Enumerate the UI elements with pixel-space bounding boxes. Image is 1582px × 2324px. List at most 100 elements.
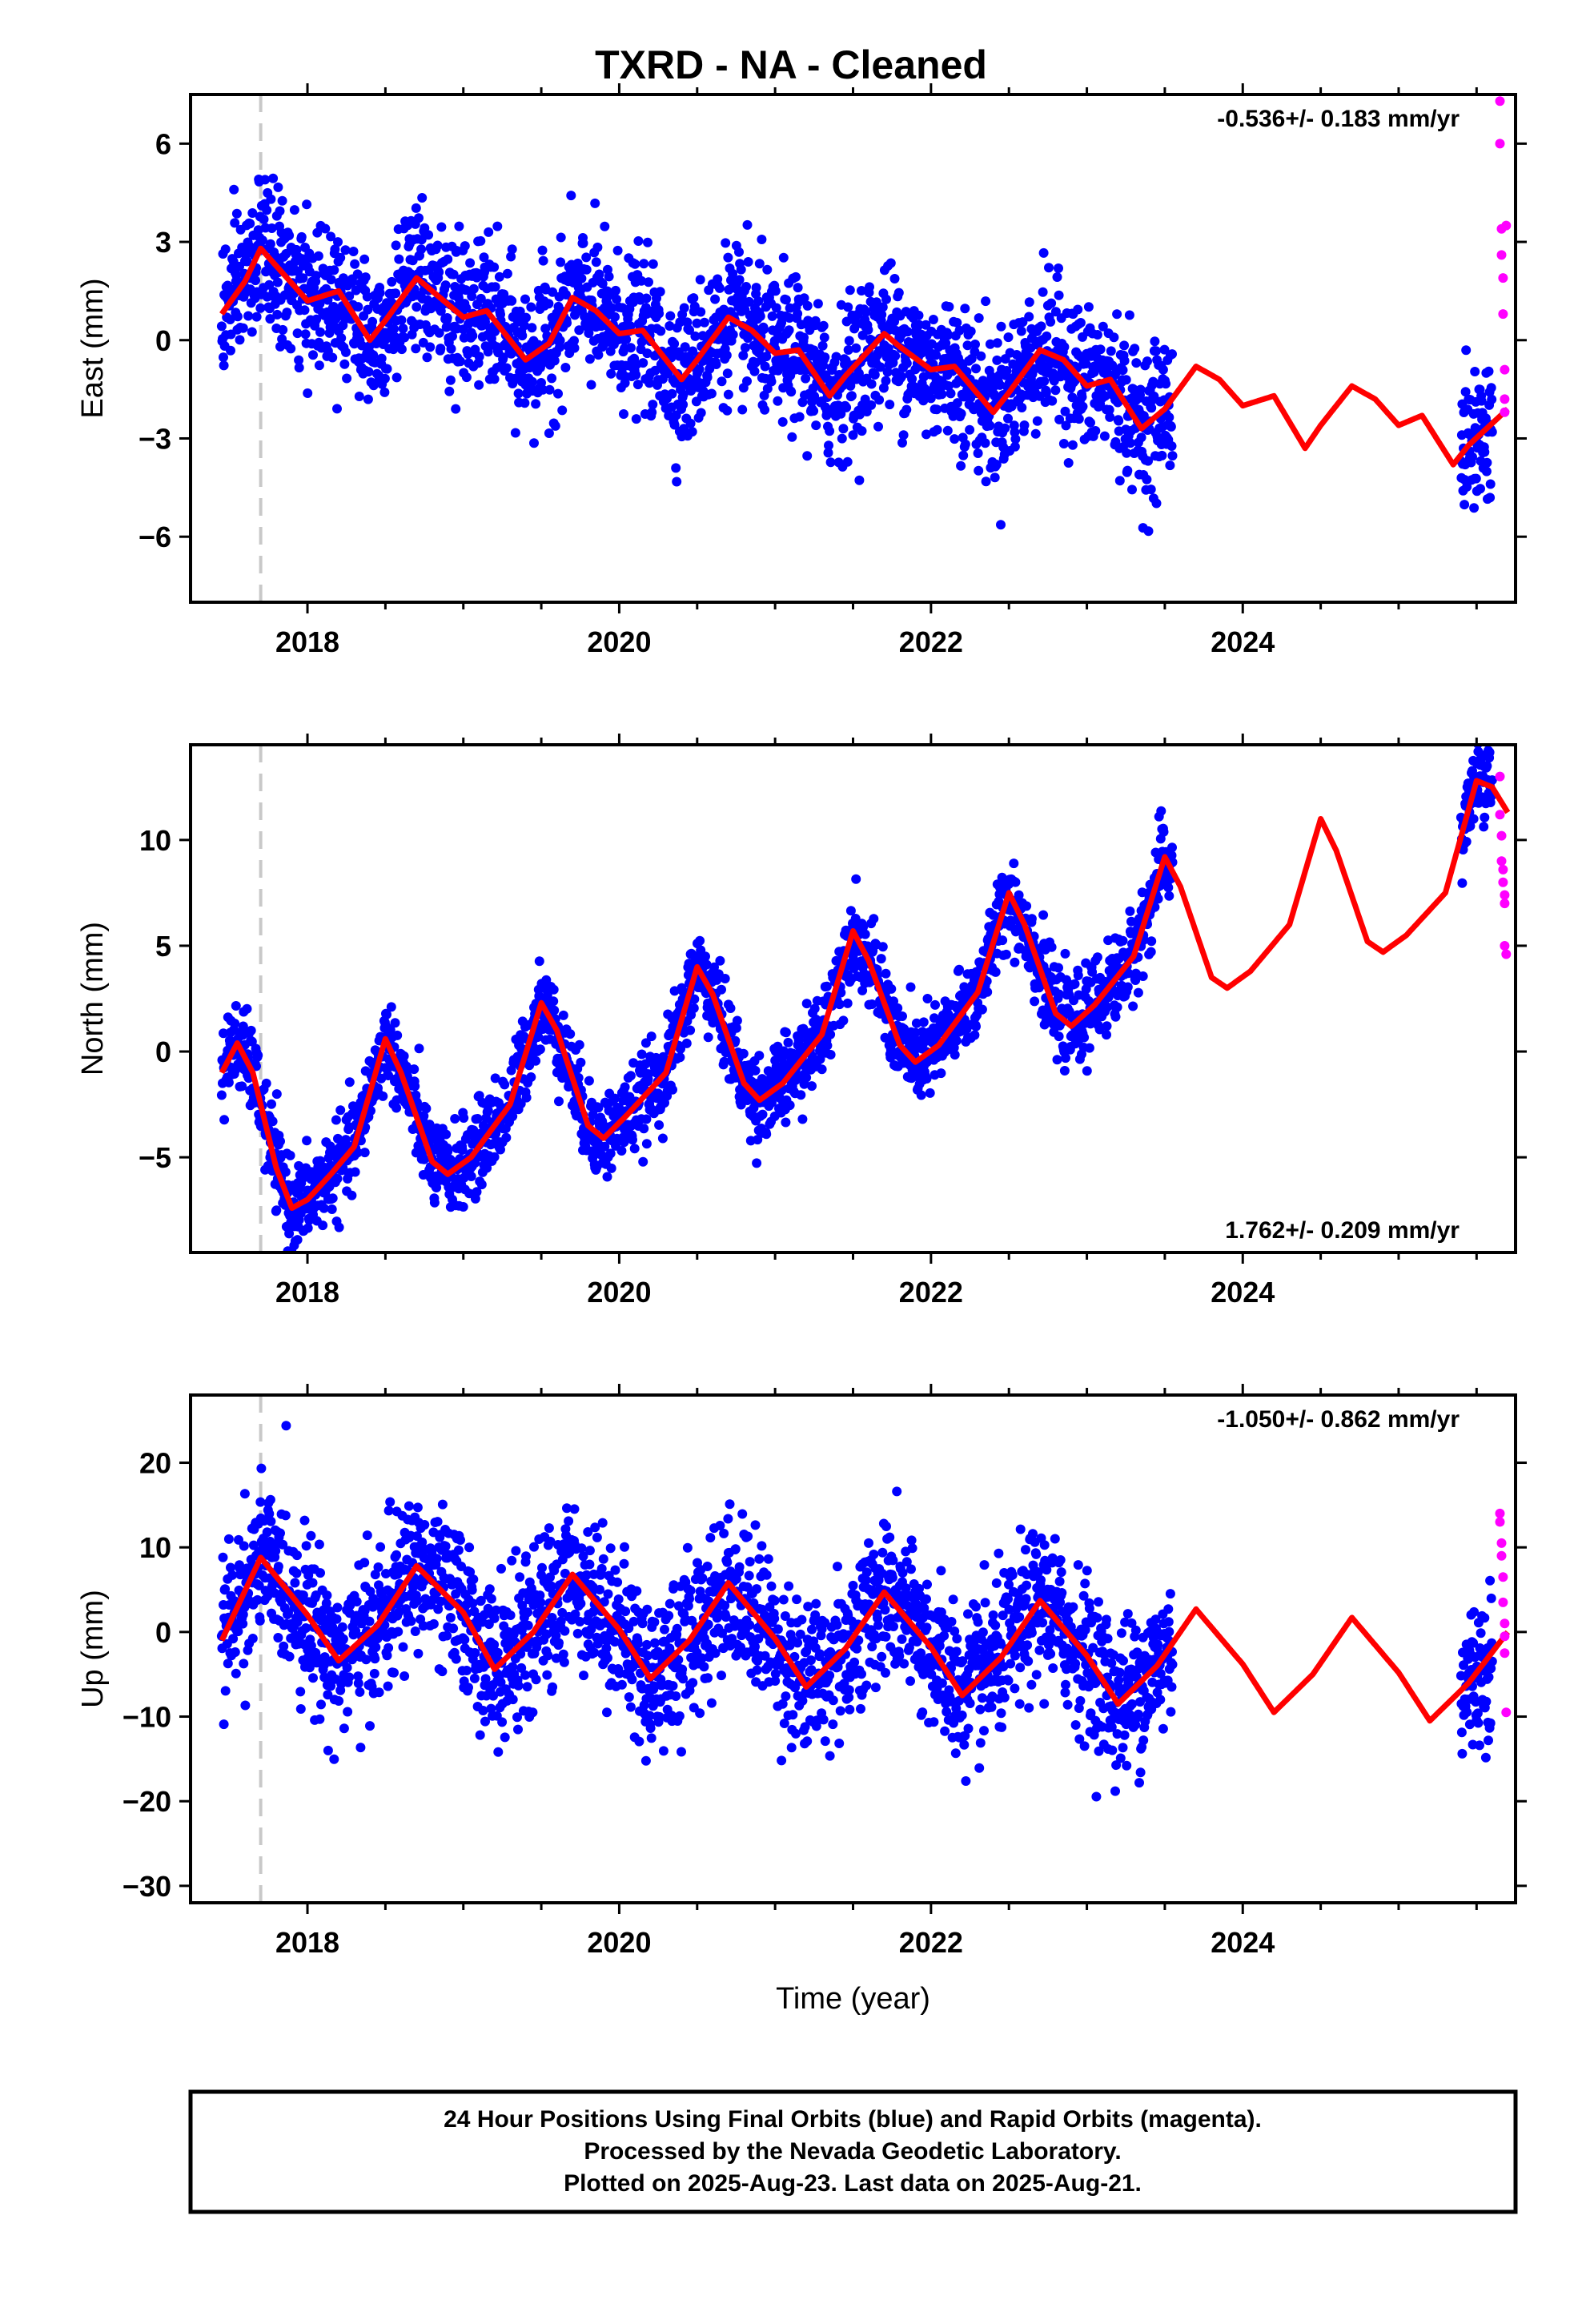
final-orbit-point — [796, 1090, 806, 1100]
final-orbit-point — [265, 314, 275, 324]
rapid-orbit-point — [1495, 810, 1505, 820]
final-orbit-point — [974, 465, 984, 476]
final-orbit-point — [470, 344, 480, 355]
final-orbit-point — [781, 1027, 791, 1038]
rapid-orbits-series — [1495, 771, 1512, 959]
final-orbit-point — [651, 1052, 661, 1063]
final-orbit-point — [219, 1719, 229, 1730]
final-orbit-point — [981, 296, 991, 307]
final-orbit-point — [394, 254, 404, 264]
final-orbit-point — [1102, 1030, 1111, 1040]
final-orbit-point — [954, 964, 964, 975]
final-orbit-point — [246, 1025, 256, 1035]
final-orbit-point — [761, 352, 772, 362]
final-orbit-point — [252, 1594, 263, 1605]
final-orbit-point — [858, 922, 869, 932]
final-orbit-point — [410, 1081, 420, 1092]
final-orbit-point — [553, 388, 563, 399]
final-orbit-point — [1059, 342, 1070, 352]
final-orbit-point — [411, 1090, 421, 1100]
rapid-orbit-point — [1496, 856, 1507, 866]
final-orbit-point — [521, 312, 531, 323]
final-orbit-point — [831, 352, 841, 362]
final-orbit-point — [233, 1626, 243, 1637]
final-orbit-point — [1067, 392, 1078, 403]
final-orbit-point — [821, 981, 832, 991]
final-orbit-point — [901, 404, 912, 415]
final-orbit-point — [574, 1039, 584, 1050]
final-orbit-point — [1000, 423, 1010, 433]
final-orbit-point — [901, 358, 912, 368]
final-orbit-point — [547, 373, 557, 384]
final-orbit-point — [472, 1114, 483, 1124]
final-orbit-point — [669, 339, 680, 349]
final-orbit-point — [391, 288, 401, 299]
rapid-orbit-point — [1500, 407, 1510, 417]
final-orbit-point — [584, 328, 594, 338]
final-orbit-point — [448, 331, 457, 341]
final-orbit-point — [436, 344, 446, 354]
final-orbit-point — [1122, 448, 1132, 458]
final-orbit-point — [396, 344, 407, 355]
final-orbit-point — [785, 1100, 795, 1111]
final-orbit-point — [699, 317, 709, 328]
final-orbit-point — [489, 1152, 500, 1162]
final-orbit-point — [703, 1032, 713, 1043]
final-orbit-point — [590, 198, 600, 208]
final-orbit-point — [472, 1187, 482, 1197]
final-orbit-point — [825, 426, 835, 436]
final-orbit-point — [941, 338, 951, 348]
final-orbit-point — [376, 353, 387, 364]
final-orbit-point — [715, 955, 725, 966]
final-orbit-point — [916, 1090, 926, 1100]
final-orbit-point — [641, 1114, 652, 1124]
final-orbit-point — [1054, 414, 1065, 424]
final-orbit-point — [238, 323, 248, 333]
final-orbit-point — [728, 268, 738, 279]
final-orbit-point — [555, 336, 565, 346]
final-orbit-point — [291, 245, 302, 255]
final-orbit-point — [625, 343, 636, 353]
final-orbit-point — [845, 285, 855, 296]
final-orbit-point — [319, 1203, 329, 1213]
final-orbit-point — [352, 269, 363, 279]
final-orbit-point — [391, 240, 401, 251]
final-orbit-point — [732, 1015, 742, 1026]
final-orbit-point — [294, 363, 304, 373]
model-fit-line — [219, 778, 1511, 1211]
final-orbit-point — [910, 1027, 921, 1038]
final-orbit-point — [594, 269, 604, 279]
final-orbit-point — [877, 310, 887, 320]
final-orbit-point — [813, 299, 823, 309]
rapid-orbit-point — [1501, 220, 1512, 231]
final-orbit-point — [350, 259, 360, 269]
final-orbit-point — [762, 264, 773, 275]
final-orbit-point — [636, 1049, 647, 1059]
final-orbit-point — [992, 355, 1002, 365]
final-orbit-point — [946, 388, 956, 399]
final-orbit-point — [1058, 439, 1069, 448]
final-orbit-point — [443, 254, 453, 264]
rapid-orbit-point — [1495, 96, 1505, 107]
final-orbit-point — [1073, 971, 1083, 980]
final-orbit-point — [1138, 971, 1148, 981]
final-orbit-point — [483, 1105, 493, 1116]
final-orbit-point — [457, 1145, 468, 1155]
final-orbit-point — [1009, 420, 1019, 431]
final-orbit-point — [219, 1115, 230, 1125]
final-orbit-point — [289, 205, 299, 215]
y-tick-label: 3 — [155, 226, 171, 259]
final-orbit-point — [853, 368, 864, 379]
final-orbit-point — [1135, 384, 1146, 395]
final-orbit-point — [676, 1043, 685, 1054]
final-orbit-point — [848, 430, 858, 440]
final-orbit-point — [298, 273, 308, 283]
final-orbit-point — [353, 302, 363, 312]
final-orbit-point — [1143, 526, 1154, 537]
final-orbit-point — [461, 303, 472, 313]
final-orbit-point — [216, 321, 227, 332]
final-orbit-point — [680, 342, 690, 352]
final-orbit-point — [1079, 1032, 1090, 1043]
final-orbit-point — [977, 1004, 987, 1015]
